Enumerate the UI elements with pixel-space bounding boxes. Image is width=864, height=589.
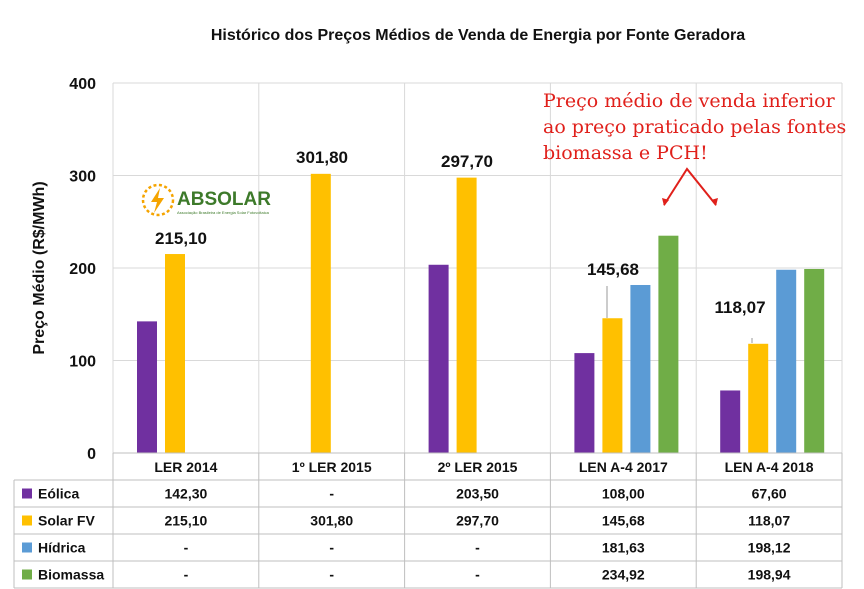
table-cell: - xyxy=(475,567,480,583)
chart-figure: Histórico dos Preços Médios de Venda de … xyxy=(0,0,864,589)
bolt-icon xyxy=(151,188,164,213)
chart-title: Histórico dos Preços Médios de Venda de … xyxy=(211,27,745,44)
bar-biomassa xyxy=(658,236,678,453)
table-cell: 142,30 xyxy=(164,486,207,502)
annotation-line: Preço médio de venda inferior xyxy=(543,90,836,112)
logo-tagline: Associação Brasileira de Energia Solar F… xyxy=(177,210,270,215)
series-name: Solar FV xyxy=(38,513,95,529)
table-cell: - xyxy=(329,486,334,502)
bar-biomassa xyxy=(804,269,824,453)
data-label: 145,68 xyxy=(587,260,639,279)
category-label: 2º LER 2015 xyxy=(438,459,518,475)
annotation-line: biomassa e PCH! xyxy=(543,142,708,164)
y-tick-label: 100 xyxy=(69,354,96,371)
bar-eólica xyxy=(137,321,157,453)
legend-swatch xyxy=(22,489,32,499)
bar-eólica xyxy=(574,353,594,453)
annotation: Preço médio de venda inferior ao preço pr… xyxy=(543,90,846,164)
table-cell: - xyxy=(329,540,334,556)
data-table: LER 2014 1º LER 2015 2º LER 2015 LEN A-4 20… xyxy=(14,453,842,588)
table-cell: 234,92 xyxy=(602,567,645,583)
bar-eólica xyxy=(720,390,740,453)
bar-solar fv xyxy=(602,318,622,453)
category-label: LER 2014 xyxy=(154,459,217,475)
y-tick-label: 400 xyxy=(69,76,96,93)
data-label: 118,07 xyxy=(714,298,765,317)
table-cell: - xyxy=(184,540,189,556)
table-cell: - xyxy=(329,567,334,583)
category-label: LEN A-4 2017 xyxy=(579,459,668,475)
annotation-arrows xyxy=(662,169,718,206)
absolar-logo: ABSOLAR Associação Brasileira de Energia… xyxy=(143,185,271,215)
bar-eólica xyxy=(429,265,449,453)
bar-solar fv xyxy=(311,174,331,453)
table-cell: - xyxy=(184,567,189,583)
data-label: 215,10 xyxy=(155,229,207,248)
series-name: Biomassa xyxy=(38,567,104,583)
annotation-arrow-lines xyxy=(664,169,716,205)
y-tick-label: 300 xyxy=(69,169,96,186)
table-cell: 215,10 xyxy=(164,513,207,529)
bar-solar fv xyxy=(165,254,185,453)
category-label: 1º LER 2015 xyxy=(292,459,372,475)
table-cell: - xyxy=(475,540,480,556)
y-tick-label: 0 xyxy=(87,446,96,463)
series-name: Hídrica xyxy=(38,540,86,556)
table-cell: 203,50 xyxy=(456,486,499,502)
bar-solar fv xyxy=(748,344,768,453)
table-cell: 145,68 xyxy=(602,513,645,529)
table-cell: 198,94 xyxy=(748,567,791,583)
y-axis-ticks: 0 100 200 300 400 xyxy=(69,76,96,463)
table-cell: 181,63 xyxy=(602,540,645,556)
y-tick-label: 200 xyxy=(69,261,96,278)
table-cell: 118,07 xyxy=(748,513,790,529)
legend-swatch xyxy=(22,516,32,526)
bar-solar fv xyxy=(457,178,477,453)
series-name: Eólica xyxy=(38,486,79,502)
category-label: LEN A-4 2018 xyxy=(725,459,814,475)
data-label: 297,70 xyxy=(441,152,493,171)
table-cell: 301,80 xyxy=(310,513,353,529)
table-cell: 67,60 xyxy=(752,486,787,502)
logo-name: ABSOLAR xyxy=(177,189,271,210)
data-label: 301,80 xyxy=(296,148,348,167)
legend-swatch xyxy=(22,543,32,553)
table-cell: 297,70 xyxy=(456,513,499,529)
bar-chart: Histórico dos Preços Médios de Venda de … xyxy=(0,0,864,589)
annotation-line: ao preço praticado pelas fontes xyxy=(543,116,846,138)
y-axis-label: Preço Médio (R$/MWh) xyxy=(31,181,48,354)
legend-swatch xyxy=(22,570,32,580)
table-cell: 108,00 xyxy=(602,486,645,502)
table-cell: 198,12 xyxy=(748,540,791,556)
bar-hídrica xyxy=(630,285,650,453)
bar-hídrica xyxy=(776,270,796,453)
